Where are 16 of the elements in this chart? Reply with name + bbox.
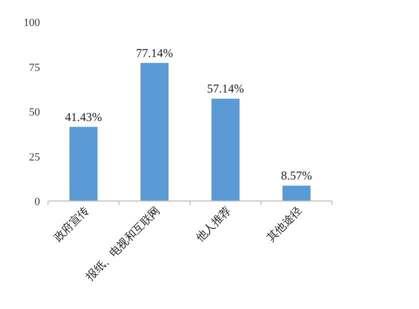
bar [70, 126, 98, 201]
y-tick-label: 25 [29, 151, 40, 164]
x-tick-label: 他人推荐 [193, 204, 234, 244]
bar [212, 98, 240, 201]
data-label: 41.43% [65, 110, 102, 124]
data-label: 57.14% [207, 82, 244, 96]
bar [282, 186, 310, 201]
y-tick-label: 50 [29, 106, 40, 118]
data-label: 8.57% [281, 168, 312, 183]
y-tick-label: 100 [24, 17, 40, 29]
x-tick-label: 政府宣传 [51, 204, 92, 244]
y-tick-label: 75 [29, 62, 40, 74]
bar [140, 62, 168, 201]
x-tick-label: 其他途径 [264, 204, 305, 244]
data-label: 77.14% [136, 46, 173, 60]
y-tick-label: 0 [34, 196, 40, 208]
